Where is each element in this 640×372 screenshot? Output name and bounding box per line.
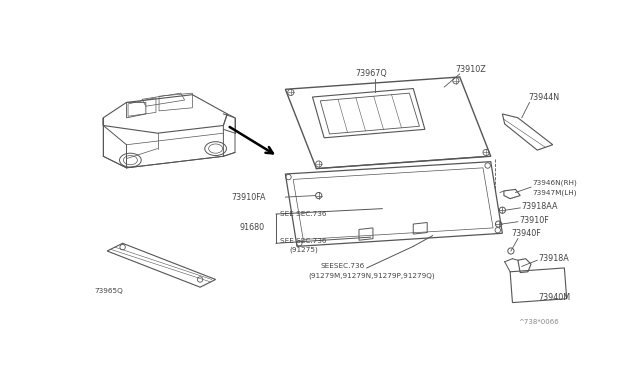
Circle shape — [197, 277, 203, 282]
Circle shape — [296, 241, 302, 246]
Circle shape — [485, 163, 490, 168]
Text: (91275): (91275) — [289, 247, 318, 253]
Ellipse shape — [205, 142, 227, 155]
Circle shape — [288, 89, 294, 96]
Text: (91279M,91279N,91279P,91279Q): (91279M,91279N,91279P,91279Q) — [308, 272, 435, 279]
Circle shape — [316, 192, 322, 199]
Circle shape — [316, 161, 322, 167]
Text: 73967Q: 73967Q — [355, 70, 387, 78]
Text: 73965Q: 73965Q — [94, 288, 123, 294]
Text: SEE SEC.736: SEE SEC.736 — [280, 211, 326, 217]
Text: ^738*0066: ^738*0066 — [518, 319, 559, 325]
Text: 73910Z: 73910Z — [456, 65, 486, 74]
Circle shape — [508, 248, 514, 254]
Text: 73910FA: 73910FA — [231, 193, 266, 202]
Circle shape — [495, 228, 500, 233]
Text: 73946N(RH): 73946N(RH) — [532, 180, 577, 186]
Text: 73918AA: 73918AA — [522, 202, 558, 211]
Ellipse shape — [124, 155, 138, 165]
Circle shape — [495, 221, 502, 227]
Circle shape — [120, 244, 125, 250]
Text: 73918A: 73918A — [539, 254, 570, 263]
Text: 73944N: 73944N — [528, 93, 559, 102]
Circle shape — [499, 207, 506, 213]
Text: 73947M(LH): 73947M(LH) — [532, 190, 577, 196]
Ellipse shape — [209, 144, 223, 153]
Ellipse shape — [120, 153, 141, 167]
Text: SEE SEC.736: SEE SEC.736 — [280, 238, 326, 244]
Text: 91680: 91680 — [239, 224, 264, 232]
Circle shape — [483, 150, 489, 155]
Circle shape — [452, 78, 459, 84]
Circle shape — [286, 174, 291, 180]
Text: 73940F: 73940F — [511, 229, 541, 238]
Text: 73940M: 73940M — [539, 293, 571, 302]
Text: 73910F: 73910F — [520, 216, 549, 225]
Text: SEESEC.736: SEESEC.736 — [320, 263, 365, 269]
